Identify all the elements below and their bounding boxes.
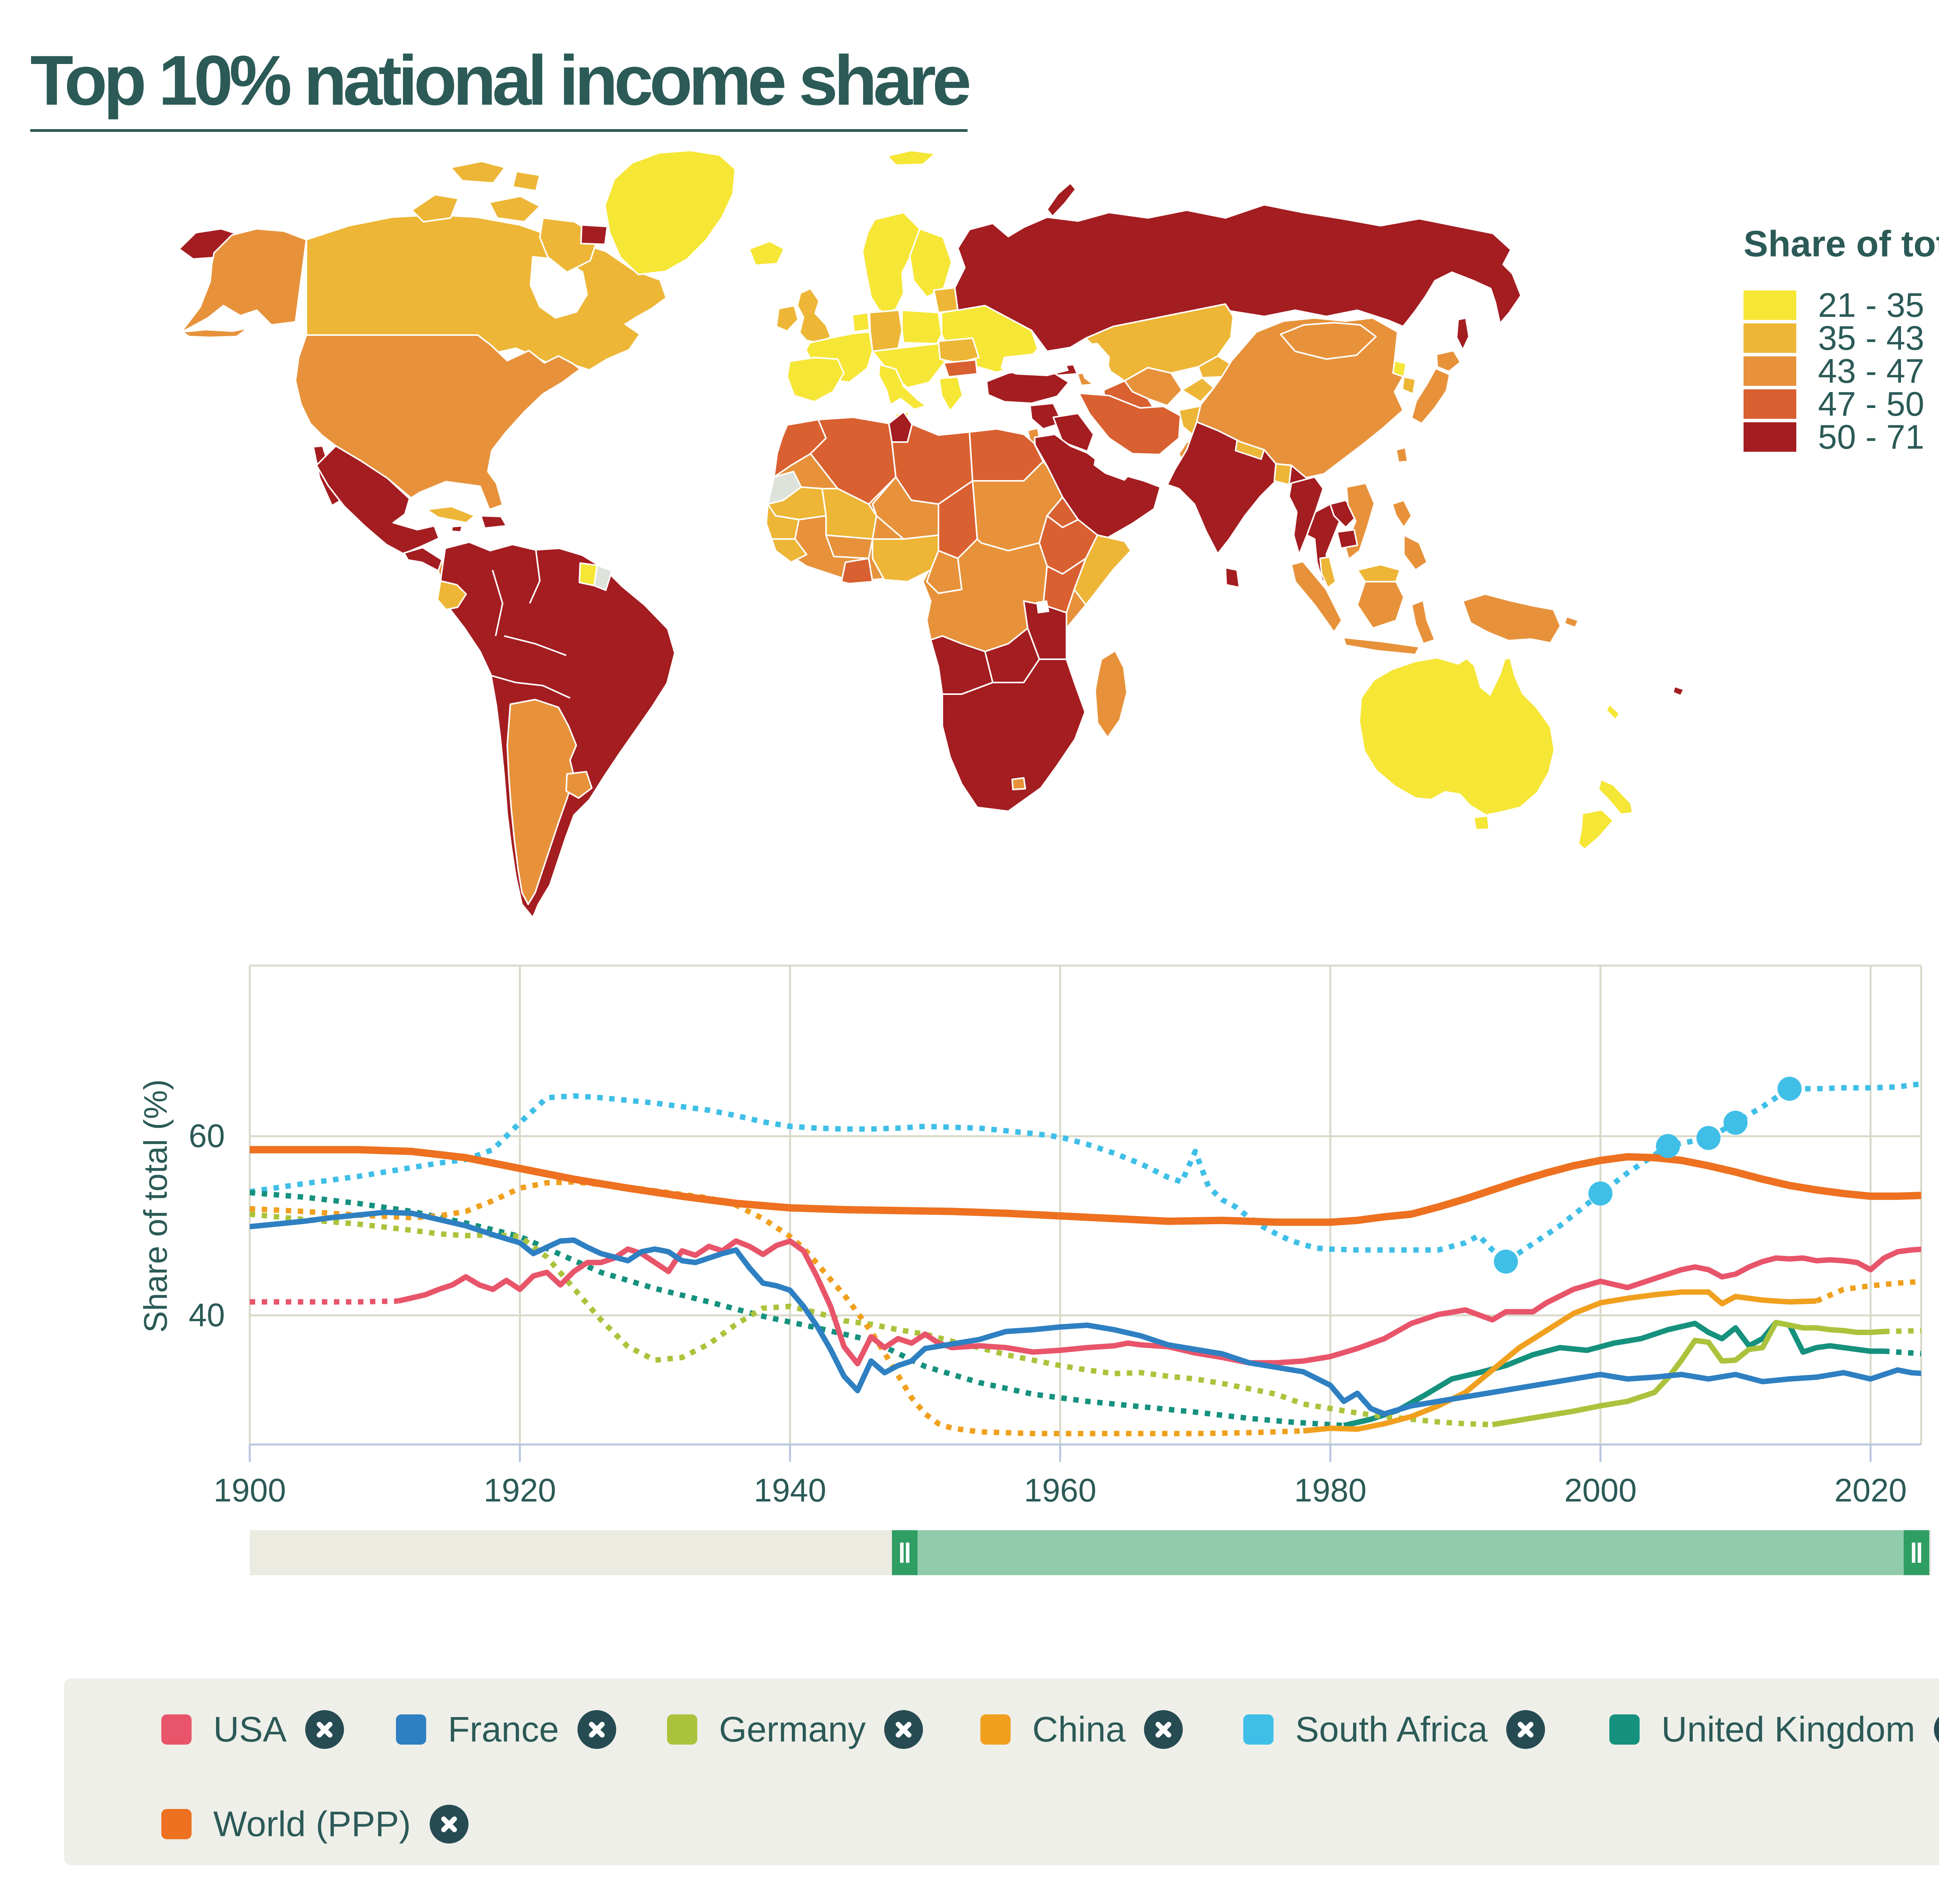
- svg-text:1980: 1980: [1294, 1472, 1367, 1508]
- svg-text:Share of total (%): Share of total (%): [137, 1079, 174, 1333]
- svg-text:2020: 2020: [1834, 1472, 1907, 1508]
- svg-text:1900: 1900: [214, 1472, 286, 1508]
- svg-text:2000: 2000: [1564, 1472, 1637, 1508]
- svg-text:60: 60: [189, 1118, 225, 1154]
- svg-text:1920: 1920: [484, 1472, 556, 1508]
- svg-text:1940: 1940: [754, 1472, 826, 1508]
- svg-text:40: 40: [189, 1297, 225, 1333]
- svg-text:1960: 1960: [1024, 1472, 1096, 1508]
